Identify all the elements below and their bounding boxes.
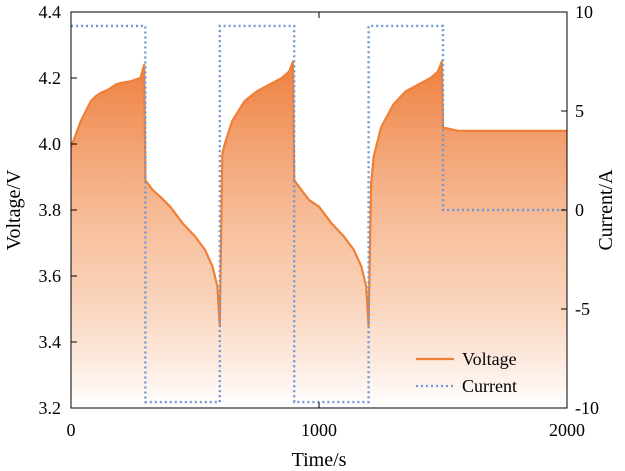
y-right-tick-label: -5 <box>575 299 590 319</box>
voltage-area-fill <box>71 61 567 408</box>
y-left-tick-label: 4.4 <box>39 2 62 22</box>
x-axis-label: Time/s <box>292 449 347 471</box>
y-right-tick-label: 0 <box>575 200 584 220</box>
y-axis-label-right: Current/A <box>595 169 617 251</box>
y-right-tick-label: 10 <box>575 2 593 22</box>
y-left-tick-label: 3.4 <box>39 332 62 352</box>
series-layer <box>71 24 567 404</box>
y-left-tick-label: 3.2 <box>39 398 62 418</box>
series-line-voltage <box>71 60 567 327</box>
legend-label-voltage: Voltage <box>462 349 517 369</box>
x-tick-label: 1000 <box>301 420 337 440</box>
y-right-tick-label: 5 <box>575 101 584 121</box>
y-axis-label-left: Voltage/V <box>3 169 25 250</box>
voltage-area <box>71 61 567 408</box>
x-tick-label: 2000 <box>549 420 585 440</box>
x-tick-label: 0 <box>67 420 76 440</box>
y-left-tick-label: 3.6 <box>39 266 62 286</box>
y-right-tick-label: -10 <box>575 398 599 418</box>
legend: Voltage Current <box>416 349 517 396</box>
y-left-tick-label: 3.8 <box>39 200 62 220</box>
legend-label-current: Current <box>462 376 517 396</box>
axes: 0 1000 2000 3.2 3.4 3.6 3.8 4.0 4.2 4.4 -10 -5 0 5 10 <box>39 2 600 440</box>
y-left-tick-label: 4.2 <box>39 68 62 88</box>
y-left-tick-label: 4.0 <box>39 134 62 154</box>
